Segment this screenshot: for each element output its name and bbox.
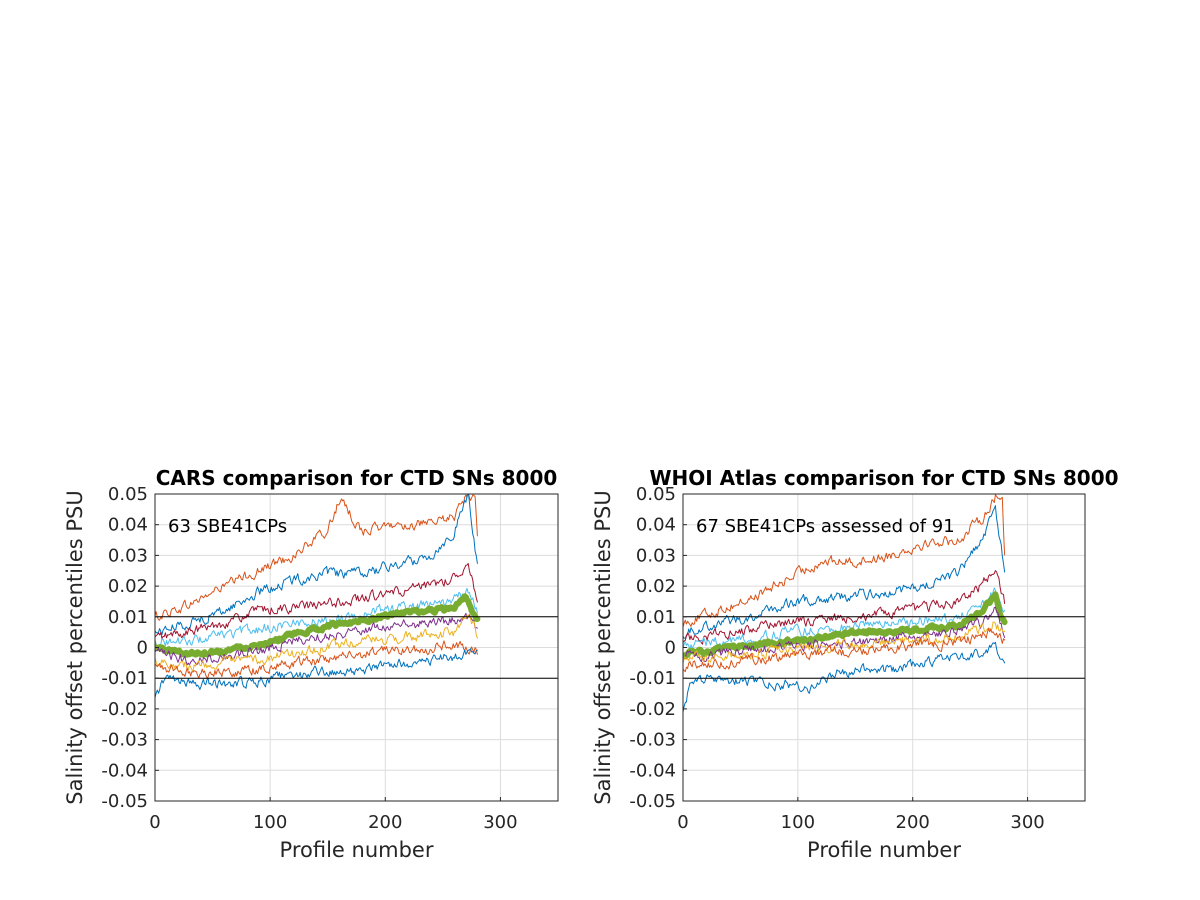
y-tick-label: -0.04 — [101, 760, 148, 781]
series-line-p90 — [155, 494, 478, 636]
series-line-p85 — [155, 563, 478, 640]
series-line-p90 — [683, 505, 1006, 639]
y-tick-label: -0.02 — [101, 699, 148, 720]
x-axis-label: Profile number — [280, 838, 434, 862]
x-tick-label: 300 — [1010, 812, 1044, 833]
x-tick-label: 200 — [896, 812, 930, 833]
series-line-p5 — [155, 648, 478, 699]
y-tick-label: 0.05 — [636, 484, 676, 505]
series-line-p40 — [155, 612, 478, 666]
y-tick-label: -0.01 — [629, 668, 676, 689]
series-line-p95 — [155, 494, 478, 621]
annotation-text: 63 SBE41CPs — [168, 516, 287, 537]
x-axis-label: Profile number — [807, 838, 961, 862]
series-line-p85 — [683, 570, 1006, 645]
y-tick-label: -0.03 — [101, 730, 148, 751]
x-tick-label: 0 — [677, 812, 688, 833]
series-group — [155, 494, 481, 699]
x-tick-label: 200 — [368, 812, 402, 833]
chart-panel-2: 0 100 200 300 -0.05 -0.04 -0.03 -0.02 -0.01 0 0.01… — [591, 466, 1119, 862]
series-line-p5 — [683, 641, 1006, 713]
y-tick-label: -0.05 — [629, 791, 676, 812]
series-line-p80 — [155, 587, 478, 648]
chart-title: WHOI Atlas comparison for CTD SNs 8000 — [649, 466, 1118, 490]
series-line-p30 — [155, 614, 478, 672]
series-line-median — [683, 591, 1008, 660]
chart-title: CARS comparison for CTD SNs 8000 — [156, 466, 558, 490]
annotation-text: 67 SBE41CPs assessed of 91 — [696, 516, 955, 537]
y-tick-label: -0.03 — [629, 730, 676, 751]
chart-panel-1: 0 100 200 300 -0.05 -0.04 -0.03 -0.02 -0.01 0 0.01… — [63, 466, 559, 862]
series-line-p80 — [683, 587, 1006, 650]
y-tick-label: 0.01 — [108, 607, 148, 628]
y-tick-label: 0.02 — [636, 576, 676, 597]
y-axis-label: Salinity offset percentiles PSU — [591, 490, 615, 804]
y-tick-label: 0 — [665, 638, 676, 659]
y-tick-label: 0.02 — [108, 576, 148, 597]
y-tick-label: 0.01 — [636, 607, 676, 628]
x-tick-label: 300 — [483, 812, 517, 833]
y-axis-label: Salinity offset percentiles PSU — [63, 490, 87, 804]
y-tick-label: 0 — [137, 638, 148, 659]
y-tick-label: -0.04 — [629, 760, 676, 781]
y-tick-label: 0.04 — [636, 515, 676, 536]
x-tick-label: 100 — [781, 812, 815, 833]
y-tick-label: 0.03 — [108, 545, 148, 566]
y-tick-label: 0.04 — [108, 515, 148, 536]
y-tick-label: -0.01 — [101, 668, 148, 689]
y-tick-label: 0.05 — [108, 484, 148, 505]
x-tick-label: 100 — [253, 812, 287, 833]
series-line-median — [155, 593, 481, 658]
series-line-p95 — [683, 494, 1006, 628]
x-tick-label: 0 — [149, 812, 160, 833]
series-line-p20 — [683, 627, 1006, 673]
series-group — [683, 494, 1008, 713]
series-line-p30 — [683, 621, 1006, 664]
y-tick-label: -0.05 — [101, 791, 148, 812]
series-line-p20 — [155, 640, 478, 679]
y-tick-label: 0.03 — [636, 545, 676, 566]
y-tick-label: -0.02 — [629, 699, 676, 720]
